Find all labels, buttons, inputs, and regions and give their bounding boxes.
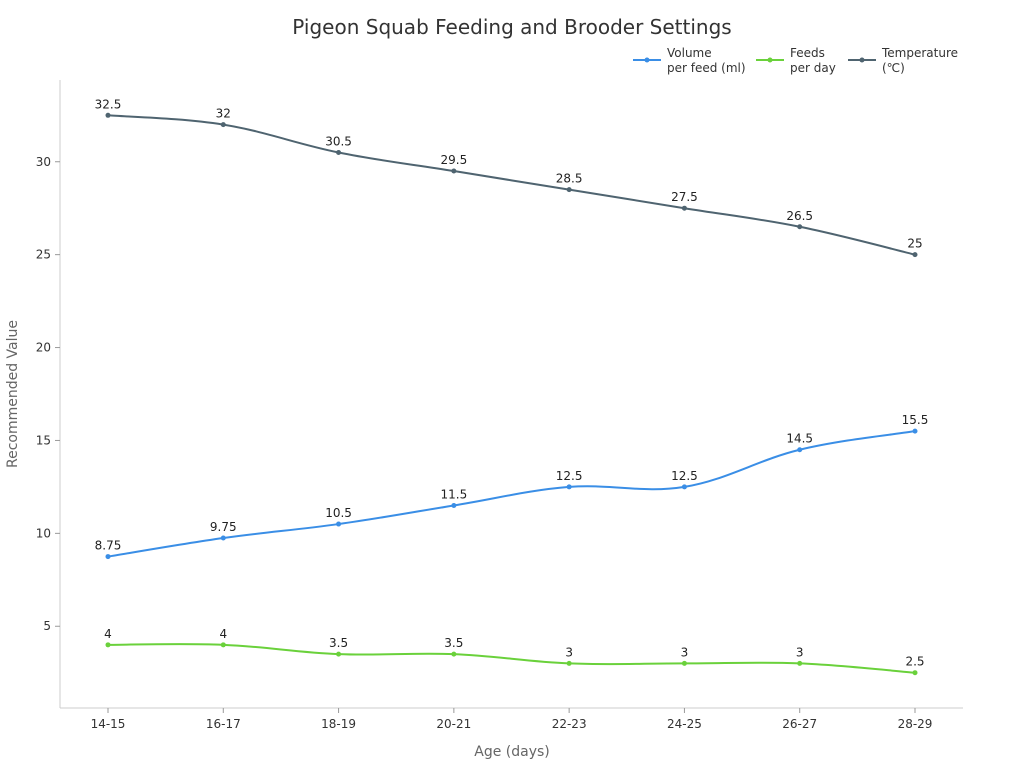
x-tick-label: 28-29 [898,717,933,731]
data-point [105,642,111,648]
data-label: 3 [796,645,804,659]
x-tick-label: 24-25 [667,717,702,731]
data-point [220,535,226,541]
data-label: 4 [104,627,112,641]
data-label: 14.5 [786,432,813,446]
x-tick-label: 16-17 [206,717,241,731]
series-line [107,430,916,558]
legend-marker [644,57,650,63]
data-point [451,651,457,657]
data-point [566,660,572,666]
data-point [220,122,226,128]
data-label: 32.5 [95,97,122,111]
data-label: 27.5 [671,190,698,204]
legend-marker [859,57,865,63]
data-label: 28.5 [556,172,583,186]
data-label: 3.5 [444,636,463,650]
data-label: 3 [681,645,689,659]
data-point [681,660,687,666]
data-point [681,484,687,490]
data-point [566,484,572,490]
data-label: 12.5 [556,469,583,483]
legend-label: per day [790,61,836,75]
legend-label: Temperature [881,46,958,60]
data-label: 29.5 [440,153,467,167]
y-tick-label: 5 [43,619,51,633]
y-tick-label: 25 [36,248,51,262]
data-label: 11.5 [440,487,467,501]
data-point [336,521,342,527]
legend-marker [767,57,773,63]
data-label: 3 [565,645,573,659]
legend-item: Temperature(℃) [848,46,958,75]
legend-label: (℃) [882,61,905,75]
legend-label: Feeds [790,46,825,60]
data-label: 10.5 [325,506,352,520]
data-point [105,112,111,118]
data-point [912,428,918,434]
data-point [220,642,226,648]
data-label: 9.75 [210,520,237,534]
x-tick-label: 20-21 [436,717,471,731]
axes: 5 10 15 20 25 30 14-15 16-17 18-19 20-21 22-23 24-2… [36,80,963,731]
x-tick-label: 26-27 [782,717,817,731]
data-label: 32 [216,107,231,121]
data-label: 12.5 [671,469,698,483]
data-point [336,651,342,657]
series-group: 8.75 9.75 10.5 11.5 12.5 12.5 14.5 15.5 4 4 3.5 3.5… [95,97,929,676]
x-tick-label: 18-19 [321,717,356,731]
y-axis-label: Recommended Value [5,320,21,468]
y-tick-label: 15 [36,433,51,447]
data-point [566,187,572,193]
data-point [105,554,111,560]
data-point [451,502,457,508]
series-line [107,643,916,674]
x-tick-label: 14-15 [91,717,126,731]
y-tick-label: 10 [36,526,51,540]
data-point [451,168,457,174]
data-point [797,224,803,230]
data-point [912,252,918,258]
chart-title: Pigeon Squab Feeding and Brooder Setting… [292,15,731,39]
y-tick-label: 30 [36,155,51,169]
data-label: 4 [219,627,227,641]
data-point [797,660,803,666]
data-label: 3.5 [329,636,348,650]
data-label: 25 [907,237,922,251]
data-label: 2.5 [905,655,924,669]
data-label: 30.5 [325,134,352,148]
data-label: 8.75 [95,539,122,553]
x-tick-label: 22-23 [552,717,587,731]
legend-label: per feed (ml) [667,61,746,75]
data-point [681,205,687,211]
x-axis-label: Age (days) [474,744,550,760]
y-tick-label: 20 [36,341,51,355]
data-label: 15.5 [902,413,929,427]
data-label: 26.5 [786,209,813,223]
series-line [107,114,916,256]
data-point [797,447,803,453]
data-point [912,670,918,676]
data-point [336,149,342,155]
legend-label: Volume [667,46,712,60]
